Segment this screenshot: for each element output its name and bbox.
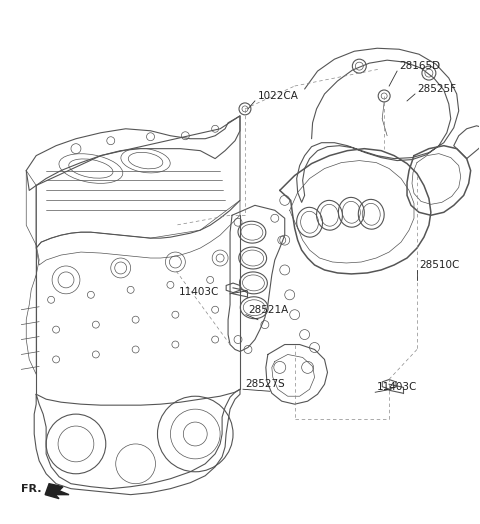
Text: 28521A: 28521A xyxy=(248,305,288,315)
Polygon shape xyxy=(45,484,69,499)
Text: 28525F: 28525F xyxy=(417,84,456,94)
Text: 11403C: 11403C xyxy=(179,287,219,297)
Text: FR.: FR. xyxy=(21,484,42,494)
Text: 28527S: 28527S xyxy=(245,379,285,389)
Text: 28165D: 28165D xyxy=(399,61,440,71)
Text: 11403C: 11403C xyxy=(377,383,418,392)
Text: 28510C: 28510C xyxy=(419,260,459,270)
Text: 1022CA: 1022CA xyxy=(258,91,299,101)
